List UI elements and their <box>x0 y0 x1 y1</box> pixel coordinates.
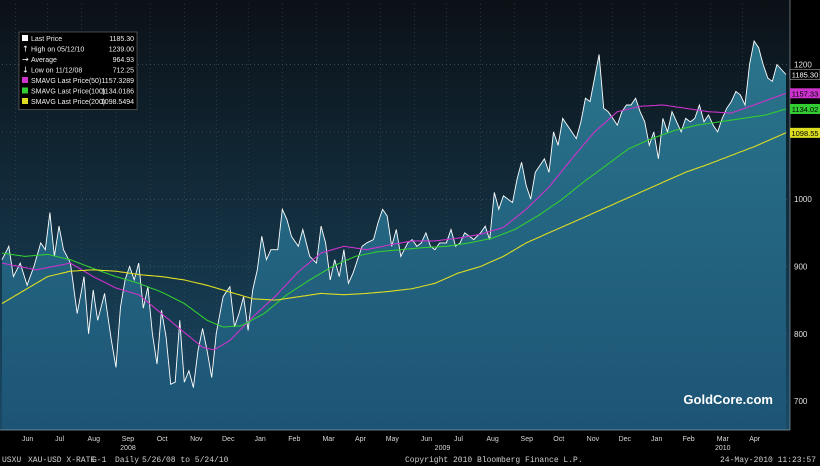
legend-label: Average <box>31 57 57 64</box>
footer-chart-id: G-1 <box>92 456 107 465</box>
series-line-last-price <box>1 39 787 388</box>
end-label-box <box>789 69 820 80</box>
price-area-fill <box>2 41 786 430</box>
legend-marker-square <box>22 98 28 104</box>
watermark: GoldCore.com <box>683 392 773 407</box>
end-label-box <box>790 103 820 114</box>
x-tick-label: Jul <box>454 436 463 443</box>
y-tick-label: 700 <box>794 397 808 406</box>
footer-copyright: Copyright 2010 Bloomberg Finance L.P. <box>405 456 583 465</box>
x-tick-label: Apr <box>355 436 367 443</box>
end-labels: 1185.30 1157.33 1134.02 1098.55 <box>789 69 820 138</box>
year-label: 2009 <box>435 445 451 452</box>
legend-value: 712.25 <box>113 68 135 75</box>
legend-label: SMAVG Last Price(50) <box>31 78 101 85</box>
x-tick-label: Jun <box>22 436 33 443</box>
footer-ticker: USXU <box>2 456 21 465</box>
x-tick-label: Feb <box>288 436 300 443</box>
end-label-value: 1134.02 <box>792 105 819 114</box>
price-area <box>2 41 786 430</box>
x-tick-label: Mar <box>717 436 730 443</box>
legend-marker-square <box>22 77 28 83</box>
legend-value: 964.93 <box>113 57 135 64</box>
end-label-value: 1157.33 <box>792 89 819 98</box>
year-label: 2008 <box>120 445 136 452</box>
x-tick-label: Oct <box>157 436 168 443</box>
series-line-smavg-last-price-100 <box>1 108 787 328</box>
legend-value: 1185.30 <box>109 36 134 43</box>
x-tick-label: Nov <box>587 436 600 443</box>
series-lines <box>1 39 787 388</box>
x-tick-label: Dec <box>222 436 235 443</box>
y-tick-label: 900 <box>794 262 808 271</box>
legend-label: Last Price <box>31 36 62 43</box>
footer-timestamp: 24-May-2010 11:23:57 <box>720 456 816 465</box>
legend-value: 1239.00 <box>109 47 134 54</box>
legend-label: SMAVG Last Price(200) <box>31 99 105 106</box>
x-tick-label: Jun <box>421 436 432 443</box>
end-label-box <box>790 88 820 99</box>
x-tick-label: Aug <box>486 436 499 443</box>
legend-value: 1157.3289 <box>101 78 134 85</box>
year-label: 2010 <box>715 445 731 452</box>
low-arrow-icon: ↓ <box>22 66 29 75</box>
x-tick-label: Sep <box>521 436 534 443</box>
legend-label: Low on 11/12/08 <box>31 68 82 75</box>
y-tick-label: 1200 <box>794 61 812 70</box>
average-arrow-icon: → <box>22 55 29 64</box>
footer-period: Daily <box>115 456 139 465</box>
legend-box <box>18 31 138 110</box>
legend-marker-square <box>22 87 28 94</box>
x-tick-label: Feb <box>683 436 695 443</box>
x-tick-label: Jan <box>651 436 662 443</box>
series-line-smavg-last-price-50 <box>1 92 787 351</box>
legend-marker-square <box>22 35 28 41</box>
footer-bar <box>0 452 820 466</box>
footer-range: 5/26/08 to 5/24/10 <box>142 456 229 465</box>
series-line-smavg-last-price-200 <box>1 132 787 304</box>
x-tick-label: May <box>386 436 400 443</box>
legend-label: High on 05/12/10 <box>31 47 84 54</box>
y-tick-label: 800 <box>794 330 808 339</box>
x-tick-label: Sep <box>122 436 135 443</box>
legend-label: SMAVG Last Price(100) <box>31 89 105 96</box>
high-arrow-icon: ↑ <box>22 45 29 54</box>
x-tick-label: Nov <box>190 436 203 443</box>
x-tick-label: Aug <box>88 436 101 443</box>
end-label-box <box>790 127 820 138</box>
x-tick-label: Apr <box>749 436 761 443</box>
x-tick-label: Jan <box>254 436 265 443</box>
x-tick-label: Mar <box>322 436 335 443</box>
y-tick-label: 1000 <box>794 195 812 204</box>
x-tick-label: Dec <box>619 436 632 443</box>
x-tick-label: Jul <box>55 436 64 443</box>
legend-value: 1098.5494 <box>101 99 134 106</box>
end-label-value: 1098.55 <box>791 129 818 138</box>
x-tick-label: Oct <box>553 436 564 443</box>
legend-value: 1134.0186 <box>101 89 134 96</box>
legend: Last Price 1185.30 ↑ High on 05/12/10 1239.0… <box>18 31 138 110</box>
footer-description: XAU-USD X-RATE <box>28 456 95 465</box>
end-label-value: 1185.30 <box>792 70 819 79</box>
